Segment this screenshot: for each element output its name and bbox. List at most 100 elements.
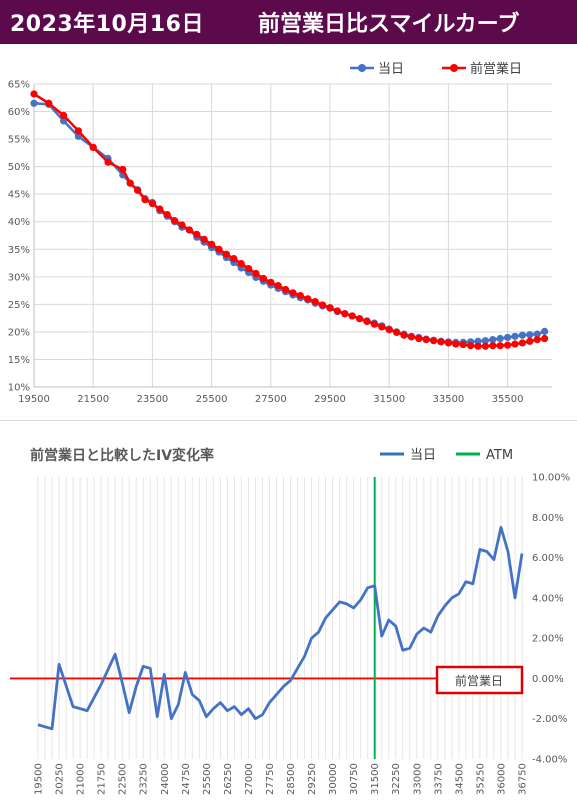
series-prev-day-point (148, 199, 156, 208)
c1-y-tick-label: 40% (8, 217, 30, 228)
c2-x-tick-label: 36000 (496, 763, 507, 795)
legend-prev-marker (450, 64, 458, 72)
c1-x-tick-label: 25500 (196, 394, 228, 405)
series-prev-day-point (259, 274, 267, 283)
c2-y-axis: -4.00% -2.00% 0.00% 2.00% 4.00% 6.00% 8.00% 10.… (532, 473, 570, 766)
series-prev-day-point (430, 337, 438, 345)
series-today-point (504, 333, 512, 342)
c1-y-tick-label: 50% (8, 162, 30, 173)
c2-grid (37, 477, 523, 759)
series-prev-day-point (245, 264, 253, 273)
c2-y-tick-label: 8.00% (532, 513, 564, 524)
c1-y-tick-label: 35% (8, 245, 30, 256)
series-prev-day-point (163, 210, 171, 219)
series-prev-day-point (481, 342, 489, 350)
series-today-point (489, 336, 497, 344)
series-prev-day-point (30, 90, 38, 98)
c2-x-tick-label: 24750 (181, 763, 192, 795)
series-prev-day-point (452, 340, 460, 348)
c1-y-tick-label: 55% (8, 135, 30, 146)
c2-x-tick-label: 30750 (349, 763, 360, 795)
c2-x-tick-label: 33750 (433, 763, 444, 795)
c1-x-tick-label: 21500 (77, 394, 109, 405)
series-today-point (496, 334, 504, 343)
series-prev-day-point (319, 301, 327, 309)
legend-atm-label: ATM (486, 448, 513, 463)
c1-y-tick-label: 60% (8, 107, 30, 118)
c2-x-tick-label: 25500 (202, 763, 213, 795)
series-prev-day-point (104, 158, 112, 166)
c1-y-tick-label: 45% (8, 190, 30, 201)
c2-x-tick-label: 34500 (454, 763, 465, 795)
series-prev-day-point (333, 307, 341, 315)
c2-x-tick-label: 35250 (475, 763, 486, 795)
series-prev-day-point (141, 196, 149, 204)
series-prev-day-point (126, 179, 134, 187)
c1-x-tick-label: 33500 (432, 394, 464, 405)
c2-y-tick-label: -4.00% (532, 755, 567, 766)
smile-curve-chart: 10% 15% 20% 25% 30% 35% 40% 45% 50% 55% 60% 65% 195… (8, 61, 552, 405)
zero-label-frame (435, 665, 524, 695)
series-today-point (526, 331, 534, 339)
series-today-point (541, 327, 549, 335)
series-prev-day-point (422, 336, 430, 344)
series-today-point (533, 330, 541, 338)
c1-legend: 当日 前営業日 (350, 61, 522, 77)
series-prev-day-point (489, 342, 497, 350)
series-today-point (60, 117, 68, 125)
c2-y-tick-label: 0.00% (532, 674, 564, 685)
series-prev-day-point (74, 127, 82, 135)
zero-label-text: 前営業日 (455, 673, 503, 688)
series-prev-day-point (89, 143, 97, 151)
series-prev-day-point (296, 291, 304, 300)
series-prev-day-point (200, 235, 208, 243)
series-today-point (30, 99, 38, 107)
series-prev-day-point (415, 334, 423, 343)
series-today-point (474, 337, 482, 345)
iv-change-panel: 前営業日と比較したIV変化率 -4.00% -2.00% 0.00% 2.00% 4.0… (0, 420, 577, 804)
c2-x-tick-label: 29250 (307, 763, 318, 795)
series-prev-day-point (230, 255, 238, 263)
c2-x-tick-label: 31500 (370, 763, 381, 795)
c2-x-tick-label: 27750 (265, 763, 276, 795)
series-prev-day-point (289, 289, 297, 297)
c2-x-axis: 19500 20250 21000 21750 22500 23250 24000 24750… (34, 763, 529, 795)
series-prev-day-point (459, 340, 467, 349)
series-prev-day-line (33, 92, 545, 348)
series-today-point (511, 332, 519, 340)
legend-prev-label: 前営業日 (470, 61, 522, 77)
legend-today-marker (358, 64, 366, 72)
zero-line-label-box: 前営業日 (435, 665, 524, 695)
c2-y-tick-label: 10.00% (532, 473, 570, 484)
legend-today-label: 当日 (410, 448, 436, 463)
c1-y-tick-label: 30% (8, 272, 30, 283)
series-prev-day-point (348, 312, 356, 320)
c1-x-tick-label: 29500 (314, 394, 346, 405)
series-prev-day-point (341, 310, 349, 318)
c1-y-tick-label: 10% (8, 383, 30, 394)
series-prev-day-point (407, 333, 415, 341)
c1-y-tick-label: 15% (8, 355, 30, 366)
series-prev-day-point (215, 245, 223, 253)
chart2-title: 前営業日と比較したIV変化率 (30, 447, 214, 464)
c1-x-axis: 19500 21500 23500 25500 27500 29500 31500 33500… (18, 394, 523, 405)
c1-x-tick-label: 19500 (18, 394, 50, 405)
series-prev-day-point (171, 217, 179, 225)
series-prev-day-point (356, 315, 364, 323)
series-prev-day-point (444, 339, 452, 347)
c1-x-tick-label: 31500 (373, 394, 405, 405)
page-title: 2023年10月16日 (10, 12, 204, 37)
c1-y-axis: 10% 15% 20% 25% 30% 35% 40% 45% 50% 55% 60% 65% (8, 80, 30, 394)
series-prev-day-point (541, 334, 549, 343)
series-prev-day-point (311, 298, 319, 306)
page-subtitle: 前営業日比スマイルカーブ (258, 12, 520, 37)
c2-x-tick-label: 36750 (518, 763, 529, 795)
c1-x-tick-label: 23500 (136, 394, 168, 405)
series-prev-day-point (363, 317, 371, 326)
smile-curve-panel: 10% 15% 20% 25% 30% 35% 40% 45% 50% 55% 60% 65% 195… (0, 44, 577, 420)
c2-x-tick-label: 28500 (286, 763, 297, 795)
series-prev-day-point (385, 326, 393, 334)
c1-y-tick-label: 20% (8, 327, 30, 338)
c2-x-tick-label: 30000 (328, 763, 339, 795)
series-prev-day-point (533, 336, 541, 344)
